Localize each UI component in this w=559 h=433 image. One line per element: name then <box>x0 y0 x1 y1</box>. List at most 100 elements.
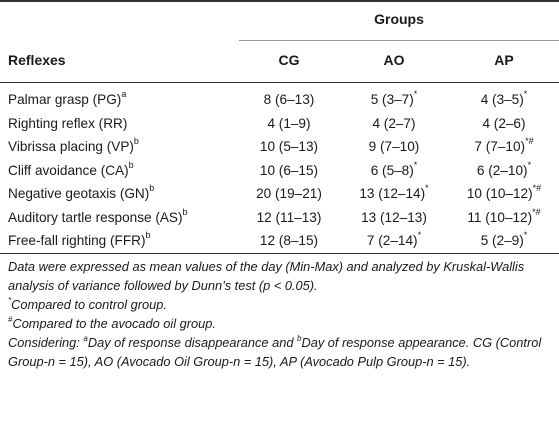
star-text: Compared to control group. <box>11 297 167 312</box>
significance-mark: * <box>425 183 429 194</box>
significance-mark: * <box>523 230 528 241</box>
groups-rule <box>239 40 559 41</box>
footnote-considering: Considering: aDay of response disappeara… <box>8 333 553 371</box>
significance-mark: *# <box>525 136 534 147</box>
footnote-methods: Data were expressed as mean values of th… <box>8 259 525 293</box>
row-label: Free-fall righting (FFR)b <box>8 229 151 253</box>
cell-ao: 9 (7–10) <box>339 135 449 159</box>
cell-ap: 10 (10–12)*# <box>449 182 559 206</box>
reflex-footnote-mark: b <box>145 230 151 241</box>
cell-cg: 10 (5–13) <box>239 135 339 159</box>
considering-prefix: Considering: <box>8 335 84 350</box>
cell-value: 7 (7–10) <box>474 139 526 154</box>
cell-ao: 13 (12–13) <box>339 206 449 230</box>
significance-mark: *# <box>532 183 542 194</box>
cell-value: 4 (2–6) <box>482 115 526 131</box>
reflex-name: Free-fall righting (FFR) <box>8 233 146 248</box>
groups-header: Groups <box>374 11 424 27</box>
table-footnotes: Data were expressed as mean values of th… <box>8 257 553 371</box>
footnote-star: *Compared to control group. <box>8 295 553 314</box>
cell-ao: 5 (3–7)* <box>339 88 449 112</box>
header-rule <box>0 82 559 83</box>
row-label: Auditory tartle response (AS)b <box>8 206 188 230</box>
star-mark: * <box>8 295 12 305</box>
row-label: Righting reflex (RR) <box>8 112 127 136</box>
row-label: Cliff avoidance (CA)b <box>8 159 134 183</box>
cell-value: 4 (1–9) <box>267 115 311 131</box>
cell-value: 6 (5–8) <box>370 162 414 178</box>
cell-ao: 7 (2–14)* <box>339 229 449 253</box>
cell-ap: 7 (7–10)*# <box>449 135 559 159</box>
cell-value: 7 (2–14) <box>366 233 418 248</box>
cell-value: 13 (12–13) <box>361 209 427 225</box>
reflex-name: Cliff avoidance (CA) <box>8 162 129 178</box>
cell-value: 5 (2–9) <box>480 233 524 248</box>
cell-ao: 13 (12–14)* <box>339 182 449 206</box>
table-row: Cliff avoidance (CA)b 10 (6–15) 6 (5–8)* 6 … <box>0 159 559 183</box>
row-label: Palmar grasp (PG)a <box>8 88 126 112</box>
reflex-footnote-mark: b <box>182 206 188 217</box>
cell-value: 4 (3–5) <box>480 92 524 107</box>
cell-value: 13 (12–14) <box>359 186 426 201</box>
cell-value: 9 (7–10) <box>368 139 420 154</box>
row-label: Vibrissa placing (VP)b <box>8 135 139 159</box>
a-text: Day of response disappearance and <box>87 335 298 350</box>
significance-mark: * <box>523 89 528 100</box>
cell-ap: 4 (2–6) <box>449 112 559 136</box>
reflexes-header: Reflexes <box>8 52 66 68</box>
cell-cg: 20 (19–21) <box>239 182 339 206</box>
hash-text: Compared to the avocado oil group. <box>12 316 216 331</box>
cell-cg: 12 (11–13) <box>239 206 339 230</box>
significance-mark: *# <box>532 206 541 217</box>
cell-value: 8 (6–13) <box>263 92 315 107</box>
table-row: Palmar grasp (PG)a 8 (6–13) 5 (3–7)* 4 (3–5… <box>0 88 559 112</box>
reflex-footnote-mark: a <box>121 89 127 100</box>
table-row: Righting reflex (RR) 4 (1–9) 4 (2–7) 4 (2–6… <box>0 112 559 136</box>
reflex-name: Righting reflex (RR) <box>8 115 128 131</box>
reflex-name: Palmar grasp (PG) <box>8 92 122 107</box>
row-label: Negative geotaxis (GN)b <box>8 182 154 206</box>
cell-ap: 5 (2–9)* <box>449 229 559 253</box>
reflex-name: Vibrissa placing (VP) <box>8 139 134 154</box>
column-header-ao: AO <box>383 52 405 68</box>
footnote-hash: #Compared to the avocado oil group. <box>8 314 553 333</box>
cell-value: 12 (11–13) <box>256 209 322 225</box>
cell-value: 5 (3–7) <box>370 92 414 107</box>
reflex-footnote-mark: b <box>128 159 134 170</box>
cell-value: 12 (8–15) <box>259 233 319 248</box>
hash-mark: # <box>8 314 13 324</box>
significance-mark: * <box>527 159 532 170</box>
cell-cg: 4 (1–9) <box>239 112 339 136</box>
table-row: Vibrissa placing (VP)b 10 (5–13) 9 (7–10) 7… <box>0 135 559 159</box>
reflex-footnote-mark: b <box>133 136 139 147</box>
cell-value: 10 (10–12) <box>466 186 533 201</box>
reflex-name: Auditory tartle response (AS) <box>8 209 183 225</box>
cell-value: 10 (6–15) <box>259 162 319 178</box>
column-header-ap: AP <box>494 52 514 68</box>
cell-value: 20 (19–21) <box>256 186 322 201</box>
a-mark: a <box>83 333 88 343</box>
table-row: Negative geotaxis (GN)b 20 (19–21) 13 (12–… <box>0 182 559 206</box>
b-mark: b <box>297 333 302 343</box>
cell-value: 11 (10–12) <box>467 209 533 225</box>
bottom-rule <box>0 253 559 254</box>
significance-mark: * <box>413 89 418 100</box>
cell-cg: 12 (8–15) <box>239 229 339 253</box>
cell-value: 4 (2–7) <box>372 115 416 131</box>
cell-ao: 6 (5–8)* <box>339 159 449 183</box>
reflex-name: Negative geotaxis (GN) <box>8 186 150 201</box>
reflex-footnote-mark: b <box>149 183 155 194</box>
cell-value: 6 (2–10) <box>476 162 528 178</box>
cell-cg: 8 (6–13) <box>239 88 339 112</box>
cell-ap: 4 (3–5)* <box>449 88 559 112</box>
cell-ap: 11 (10–12)*# <box>449 206 559 230</box>
column-header-cg: CG <box>278 52 300 68</box>
cell-ao: 4 (2–7) <box>339 112 449 136</box>
significance-mark: * <box>413 159 418 170</box>
table-row: Free-fall righting (FFR)b 12 (8–15) 7 (2–1… <box>0 229 559 253</box>
cell-ap: 6 (2–10)* <box>449 159 559 183</box>
cell-cg: 10 (6–15) <box>239 159 339 183</box>
top-rule <box>0 0 559 2</box>
significance-mark: * <box>417 230 422 241</box>
